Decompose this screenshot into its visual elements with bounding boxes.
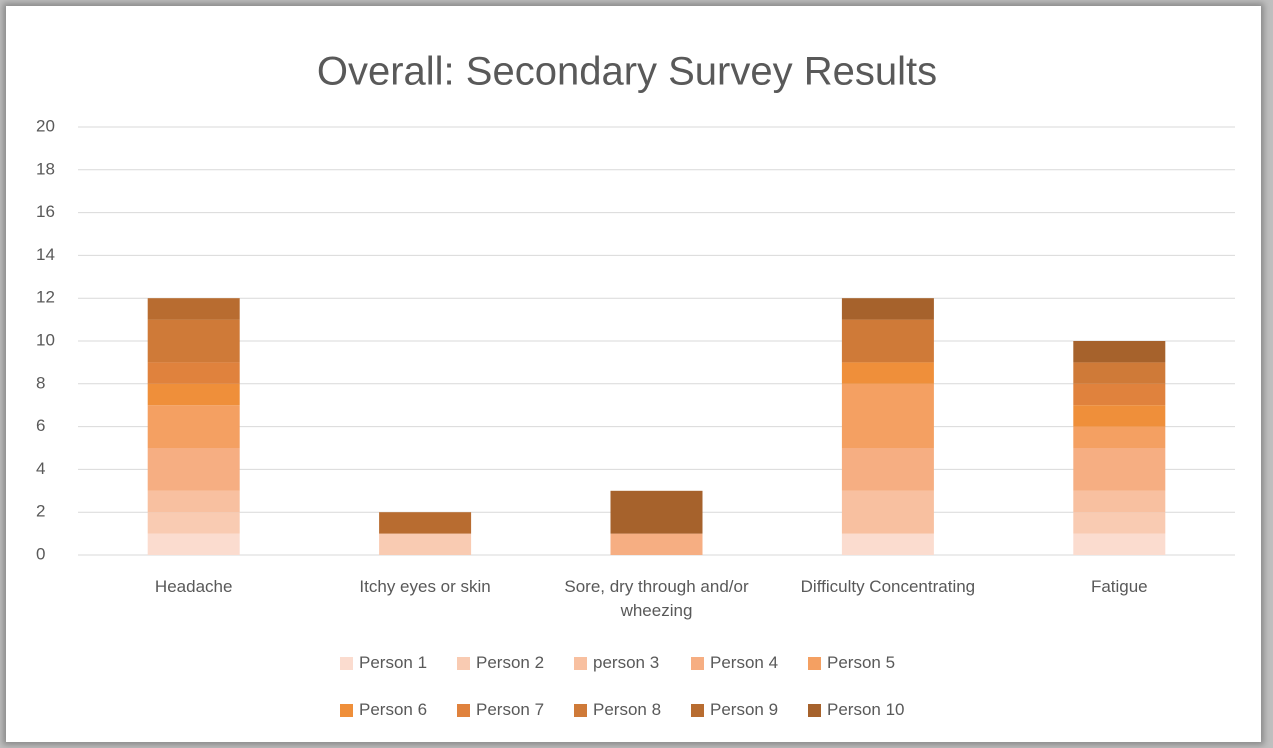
legend-swatch: [340, 703, 353, 717]
legend-label: Person 10: [827, 700, 905, 719]
y-tick-label: 10: [36, 330, 55, 349]
legend-label: Person 1: [359, 653, 428, 672]
y-tick-label: 12: [36, 288, 55, 307]
legend-swatch: [457, 703, 470, 717]
legend-label: Person 9: [710, 700, 779, 719]
y-tick-label: 0: [36, 544, 45, 563]
chart-title: Overall: Secondary Survey Results: [317, 50, 937, 94]
legend-label: person 3: [593, 653, 660, 672]
legend-label: Person 7: [476, 700, 545, 719]
legend-label: Person 4: [710, 653, 779, 672]
legend-swatch: [340, 656, 353, 670]
y-tick-label: 4: [36, 459, 45, 478]
bar-segment: [147, 405, 240, 448]
y-tick-label: 14: [36, 245, 55, 264]
legend-swatch: [574, 703, 587, 717]
bar-segment: [147, 298, 240, 320]
legend-item: Person 6: [340, 700, 427, 720]
bar-segment: [841, 298, 934, 320]
bar-segment: [147, 319, 240, 363]
bar-segment: [841, 362, 934, 384]
bar-segment: [841, 319, 934, 363]
bar-segment: [1073, 448, 1166, 491]
y-tick-label: 18: [36, 159, 55, 178]
bar-segment: [147, 362, 240, 384]
bar-segment: [1073, 533, 1166, 555]
x-tick-label: Headache: [154, 577, 233, 596]
bar-segment: [1073, 362, 1166, 384]
x-tick-label: Sore, dry through and/or wheezing: [564, 577, 749, 620]
legend-label: Person 6: [359, 700, 428, 719]
legend-label: Person 8: [593, 700, 662, 719]
bar-segment: [147, 533, 240, 555]
y-tick-label: 16: [36, 202, 55, 221]
legend-item: Person 1: [340, 653, 427, 673]
legend-swatch: [691, 656, 704, 670]
bar-segment: [841, 383, 934, 448]
bar-segment: [841, 490, 934, 534]
bar-segment: [1073, 512, 1166, 534]
bar-segment: [610, 490, 703, 534]
legend-swatch: [808, 703, 821, 717]
bar-segment: [1073, 341, 1166, 363]
x-tick-label: Difficulty Concentrating: [800, 577, 976, 596]
chart: Overall: Secondary Survey Results 0 2 4 6 8 1…: [36, 50, 1235, 563]
bar-segment: [1073, 405, 1166, 427]
bar-segment: [147, 448, 240, 491]
legend-item: Person 9: [691, 700, 778, 720]
bar-segment: [147, 512, 240, 534]
x-tick-label: Itchy eyes or skin: [359, 577, 491, 596]
legend-item: Person 10: [808, 700, 905, 720]
bar-segment: [379, 512, 472, 534]
legend-swatch: [691, 703, 704, 717]
x-tick-label: Fatigue: [1090, 577, 1148, 596]
bar-segment: [147, 490, 240, 513]
chart-frame: Overall: Secondary Survey Results 0 2 4 6 8 1…: [6, 6, 1261, 742]
legend-item: Person 7: [457, 700, 544, 720]
bar-segment: [1073, 383, 1166, 406]
bar-segment: [379, 533, 472, 555]
bar-segment: [841, 533, 934, 555]
bar-segment: [147, 383, 240, 406]
legend-swatch: [808, 656, 821, 670]
legend-label: Person 2: [476, 653, 545, 672]
y-tick-label: 6: [36, 416, 45, 435]
bar-segment: [610, 533, 703, 555]
y-tick-label: 8: [36, 373, 45, 392]
legend-item: person 3: [574, 653, 659, 673]
legend-item: Person 2: [457, 653, 544, 673]
y-tick-label: 20: [36, 116, 55, 135]
legend-swatch: [457, 656, 470, 670]
legend-item: Person 5: [808, 653, 895, 673]
legend-item: Person 8: [574, 700, 661, 720]
bar-segment: [1073, 490, 1166, 513]
legend-item: Person 4: [691, 653, 778, 673]
bar-segment: [841, 448, 934, 491]
y-tick-label: 2: [36, 502, 45, 521]
legend-label: Person 5: [827, 653, 896, 672]
legend-swatch: [574, 656, 587, 670]
bar-segment: [1073, 426, 1166, 448]
